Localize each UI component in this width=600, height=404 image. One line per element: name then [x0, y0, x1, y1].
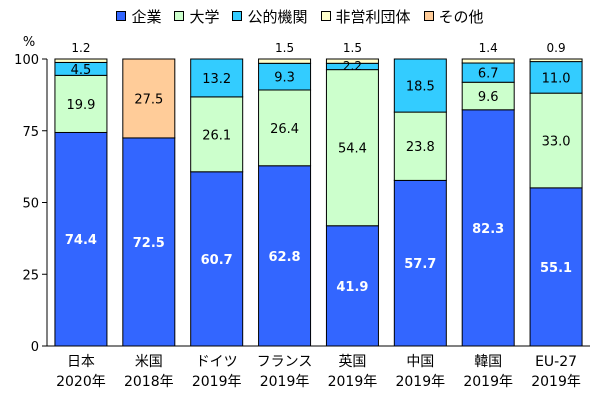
x-tick-label: EU-27: [535, 354, 577, 370]
bar-data-label: 72.5: [133, 236, 165, 251]
bar-data-label: 26.4: [270, 122, 299, 137]
bar-data-label: 19.9: [66, 98, 95, 113]
x-tick-label: 2019年: [395, 374, 445, 390]
bar-data-label: 1.2: [71, 41, 90, 55]
bar-segment: [190, 58, 244, 98]
x-tick-label: 2019年: [192, 374, 242, 390]
bar-segment: [393, 179, 447, 347]
bar-data-label: 1.5: [343, 41, 362, 55]
x-tick-label: 2019年: [328, 374, 378, 390]
bar-data-label: 55.1: [540, 261, 572, 276]
y-tick-label: 75: [22, 125, 39, 140]
bar-data-label: 1.4: [479, 41, 498, 55]
x-tick-label: 中国: [406, 354, 434, 370]
bar-segment: [393, 58, 447, 113]
bar-data-label: 2.2: [343, 59, 362, 73]
bar-data-label: 60.7: [201, 253, 233, 268]
x-tick-label: 2019年: [260, 374, 310, 390]
bar-segment: [122, 137, 176, 347]
bar-segment: [258, 165, 312, 347]
legend-item-companies: 企業: [116, 6, 161, 27]
bar-segment: [461, 109, 515, 347]
bar-segment: [393, 111, 447, 181]
bar-data-label: 9.3: [274, 71, 295, 86]
bar-segment: [461, 58, 515, 64]
bar-segment: [258, 89, 312, 167]
bar-data-label: 82.3: [472, 222, 504, 237]
bar-segment: [325, 69, 379, 227]
bar-segment: [325, 225, 379, 347]
legend-swatch-public-institutions: [232, 11, 243, 21]
x-tick-label: 韓国: [474, 354, 502, 370]
bar-data-label: 9.6: [478, 90, 499, 105]
chart-legend: 企業 大学 公的機関 非営利団体 その他: [0, 4, 600, 28]
x-tick-label: 英国: [338, 353, 366, 370]
legend-swatch-companies: [116, 11, 127, 21]
bar-data-label: 27.5: [134, 92, 163, 107]
bar-data-label: 23.8: [406, 140, 435, 155]
legend-item-universities: 大学: [174, 6, 219, 27]
y-tick-label: 100: [14, 53, 39, 68]
bar-data-label: 0.9: [547, 41, 566, 55]
bar-data-label: 57.7: [404, 257, 436, 272]
bar-segment: [122, 58, 176, 139]
bar-data-label: 1.5: [275, 41, 294, 55]
legend-swatch-other: [423, 11, 434, 21]
bar-data-label: 18.5: [406, 80, 435, 95]
y-tick-label: 25: [22, 268, 39, 283]
bar-segment: [54, 74, 108, 133]
x-tick-label: ドイツ: [196, 354, 238, 370]
bar-segment: [190, 96, 244, 173]
bar-segment: [258, 62, 312, 91]
x-tick-label: 日本: [67, 354, 95, 370]
legend-label-public-institutions: 公的機関: [247, 7, 308, 26]
bar-segment: [258, 58, 312, 64]
legend-swatch-universities: [174, 11, 185, 21]
bar-data-label: 54.4: [338, 142, 367, 157]
legend-item-nonprofits: 非営利団体: [320, 6, 411, 27]
bar-data-label: 62.8: [269, 250, 301, 265]
bar-data-label: 6.7: [478, 67, 499, 82]
x-tick-label: 2018年: [124, 374, 174, 390]
bar-segment: [190, 171, 244, 347]
bar-segment: [54, 131, 108, 347]
legend-item-other: その他: [423, 6, 484, 27]
legend-label-universities: 大学: [189, 7, 220, 26]
bar-segment: [54, 58, 108, 63]
legend-label-other: その他: [438, 7, 484, 26]
x-tick-label: 2019年: [531, 374, 581, 390]
legend-swatch-nonprofits: [320, 11, 331, 21]
y-tick-label: 50: [22, 197, 39, 212]
bar-segment: [529, 58, 583, 63]
x-tick-label: フランス: [257, 354, 313, 370]
bar-segment: [529, 92, 583, 189]
y-tick-label: 0: [31, 340, 39, 355]
legend-label-companies: 企業: [131, 7, 162, 26]
bar-segment: [529, 187, 583, 347]
bar-data-label: 41.9: [336, 280, 368, 295]
bar-data-label: 33.0: [542, 135, 571, 150]
bar-data-label: 74.4: [65, 233, 97, 248]
bar-data-label: 13.2: [202, 72, 231, 87]
legend-label-nonprofits: 非営利団体: [335, 7, 411, 26]
y-axis-unit-label: %: [23, 35, 35, 50]
x-tick-label: 2020年: [56, 374, 106, 390]
bar-data-label: 26.1: [202, 128, 231, 143]
bar-data-label: 4.5: [71, 63, 92, 78]
x-tick-label: 2019年: [463, 374, 513, 390]
legend-item-public-institutions: 公的機関: [232, 6, 308, 27]
x-tick-label: 米国: [135, 354, 163, 370]
bar-segment: [325, 58, 379, 64]
bar-data-label: 11.0: [542, 71, 571, 86]
